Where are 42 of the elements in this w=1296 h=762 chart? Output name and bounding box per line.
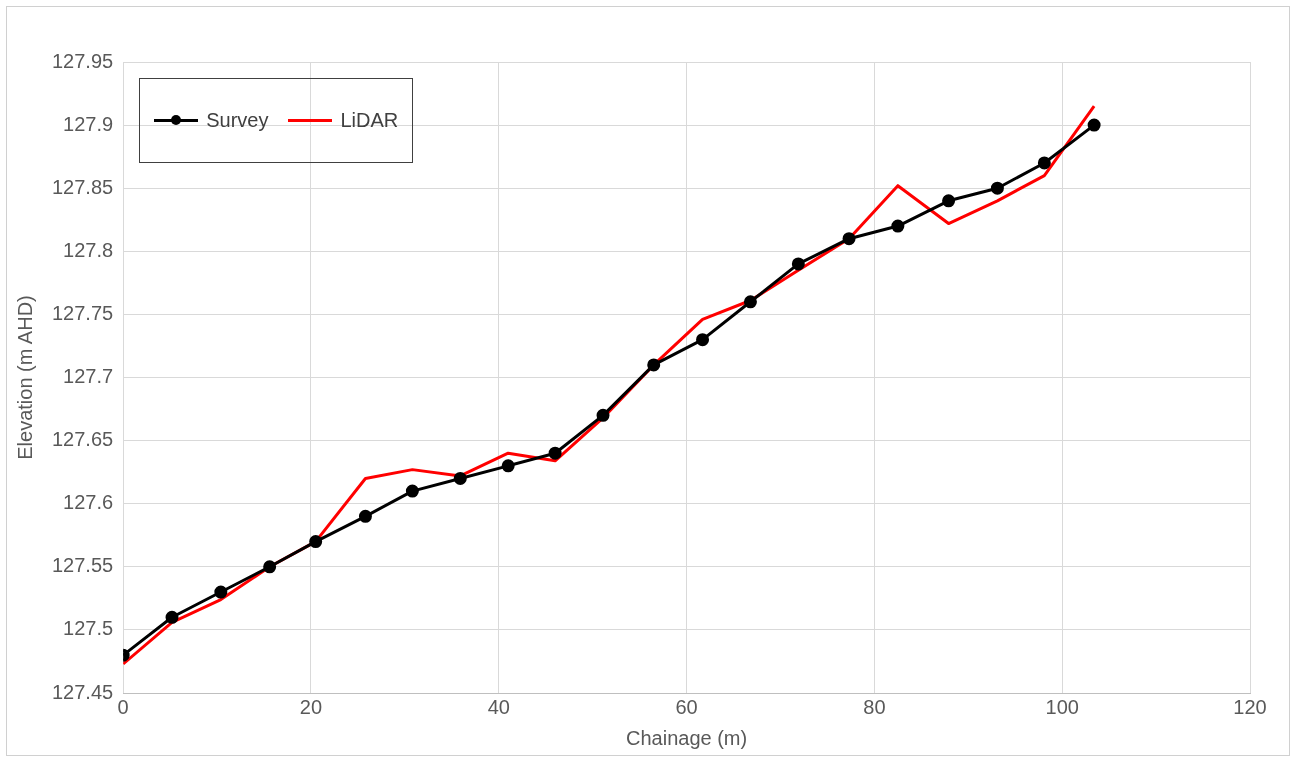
x-tick-label: 80 [863,695,886,718]
point [842,232,856,246]
x-tick-label: 60 [675,695,698,718]
x-tick-label: 20 [299,695,323,718]
point [990,181,1004,195]
y-axis-title: Elevation (m AHD) [13,295,36,460]
y-tick-label: 127.55 [52,554,114,577]
point [696,333,710,347]
point [501,459,515,473]
x-tick-label: 40 [487,695,510,718]
point [647,358,661,372]
y-tick-label: 127.6 [63,491,114,514]
y-tick-label: 127.9 [63,112,114,135]
point [548,446,562,460]
x-axis-title: Chainage (m) [626,726,748,749]
point [1037,156,1051,170]
point [942,194,956,208]
point [165,610,179,624]
y-tick-label: 127.7 [63,365,114,388]
legend-label: Survey [206,109,269,132]
point [405,484,419,498]
x-tick-label: 100 [1045,695,1079,718]
point [358,509,372,523]
point [1087,118,1101,132]
point [791,257,805,271]
y-tick-label: 127.95 [52,49,114,72]
point [596,408,610,422]
point [743,295,757,309]
point [453,471,467,485]
legend-label: LiDAR [340,109,399,132]
y-tick-label: 127.65 [52,428,114,451]
x-tick-label: 0 [117,695,129,718]
y-tick-label: 127.8 [63,238,114,261]
point [263,560,277,574]
y-tick-label: 127.5 [63,617,114,640]
point [891,219,905,233]
y-tick-label: 127.75 [52,301,114,324]
x-tick-label: 120 [1233,695,1267,718]
y-tick-label: 127.45 [52,680,114,703]
y-tick-label: 127.85 [52,175,114,198]
point [309,535,323,549]
point [214,585,228,599]
